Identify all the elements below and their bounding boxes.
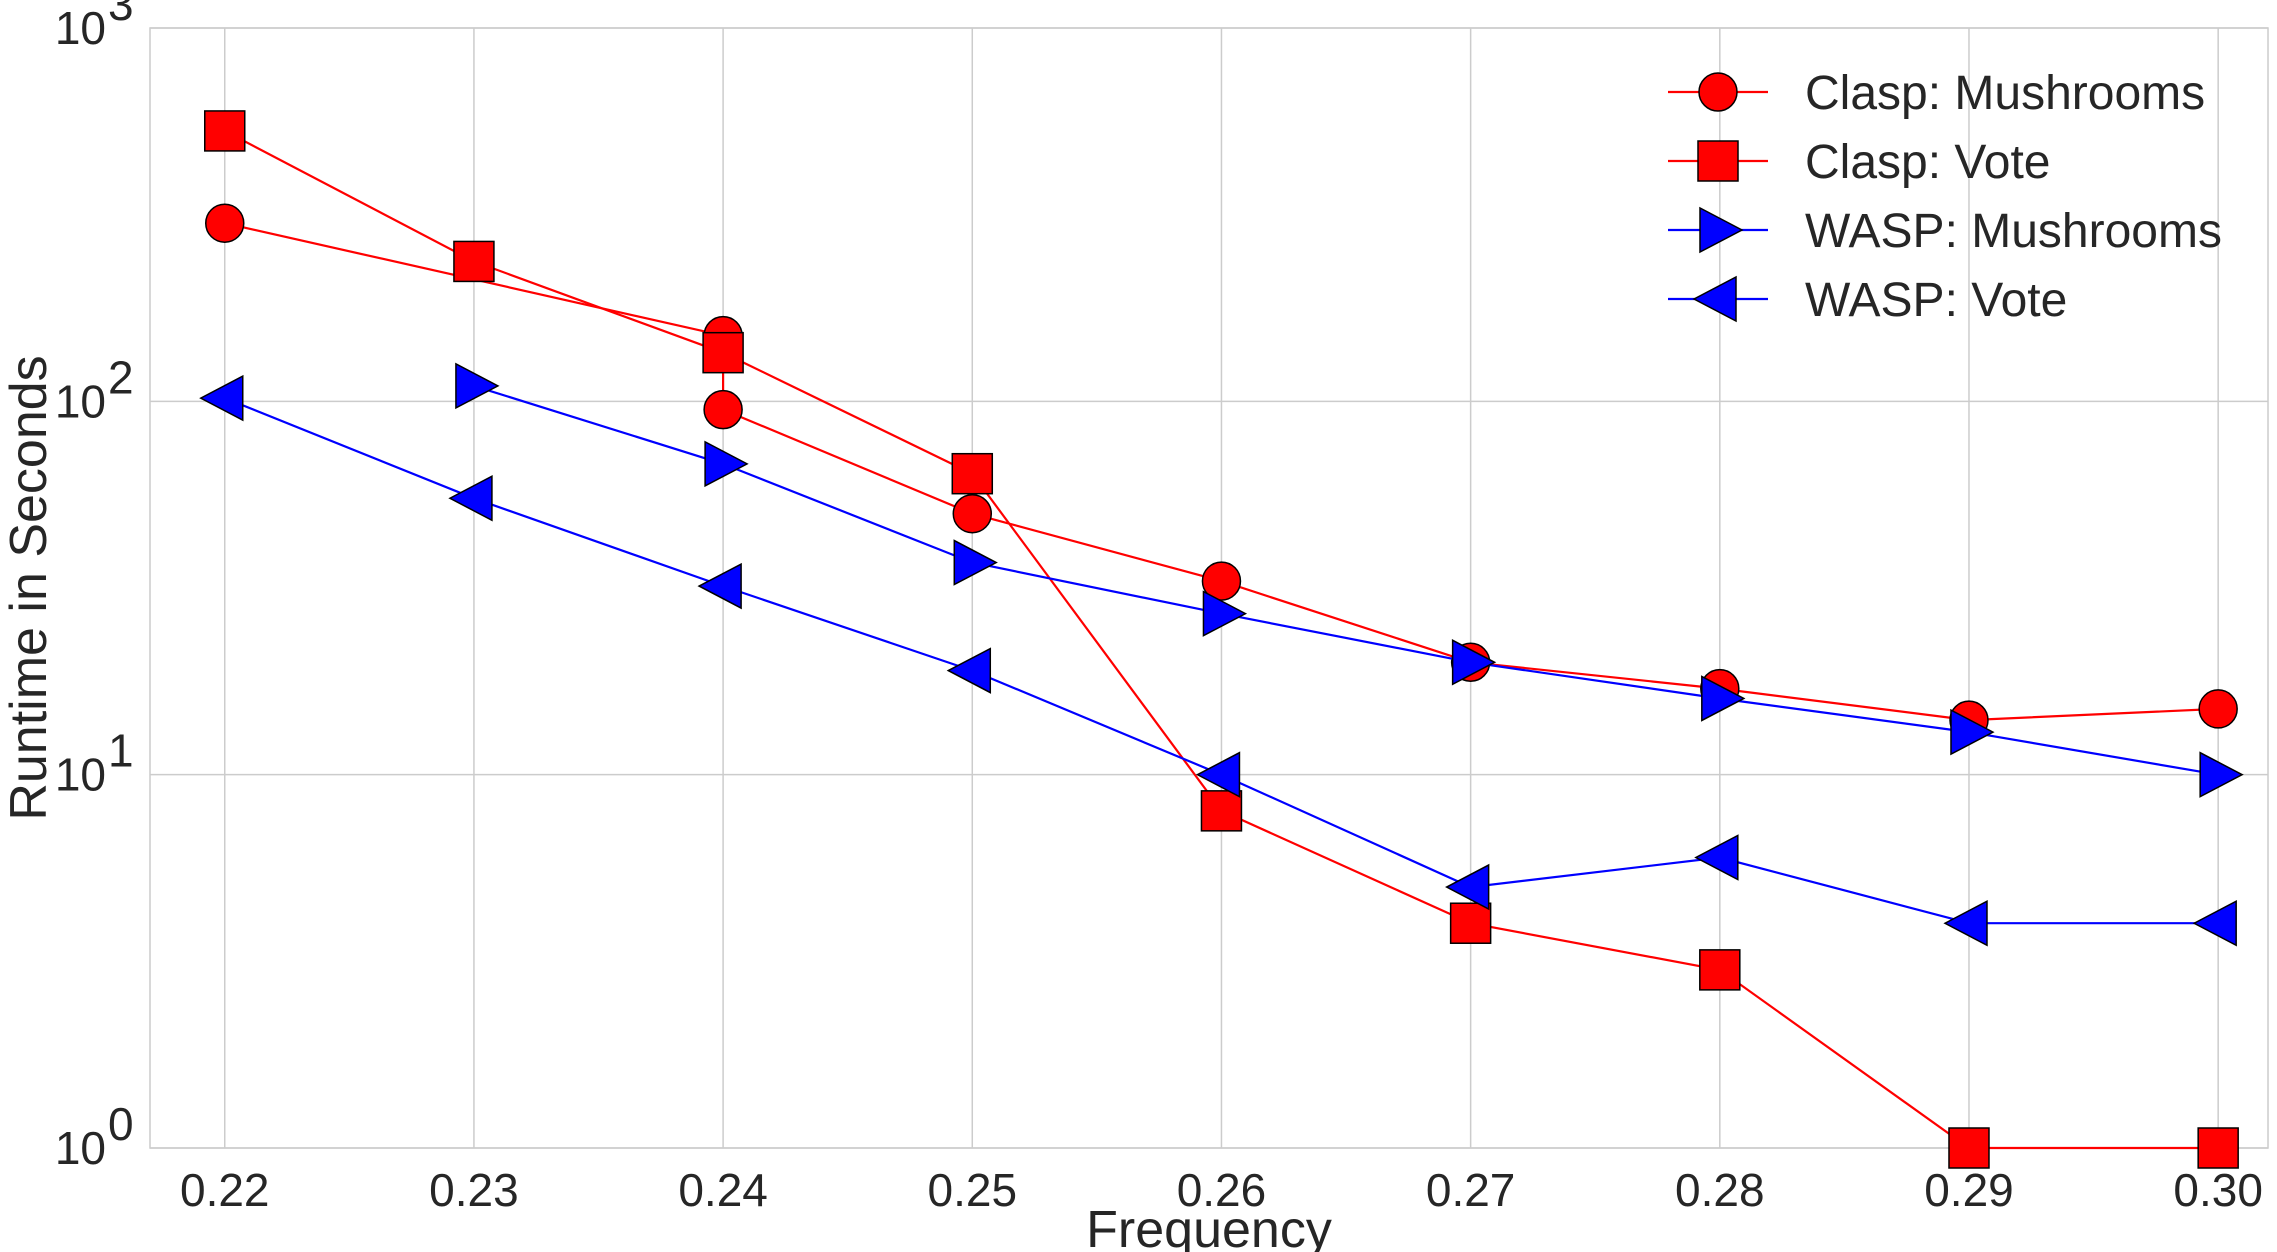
data-point-triangle-left xyxy=(2192,899,2237,947)
legend-item: WASP: Mushrooms xyxy=(1668,205,2222,258)
y-tick-exponent: 3 xyxy=(108,0,134,30)
y-tick-label: 10 xyxy=(55,749,106,801)
y-tick-label: 10 xyxy=(55,2,106,54)
series-line xyxy=(473,384,2219,776)
data-point-square xyxy=(951,452,994,495)
legend-label: WASP: Mushrooms xyxy=(1805,205,2222,258)
data-point-triangle-right xyxy=(2199,751,2244,798)
data-point-triangle-right xyxy=(455,362,500,410)
data-point-square xyxy=(1699,949,1741,991)
plot-frame xyxy=(149,27,2269,1149)
data-point-triangle-right xyxy=(1451,639,1497,686)
x-tick-label: 0.30 xyxy=(2173,1164,2263,1216)
data-point-triangle-right xyxy=(1950,708,1995,756)
legend-item: Clasp: Vote xyxy=(1668,136,2050,189)
x-tick-label: 0.29 xyxy=(1924,1164,2014,1216)
series-1 xyxy=(204,110,2239,1169)
data-point-triangle-left xyxy=(199,374,244,422)
data-point-triangle-right xyxy=(704,440,749,488)
legend-marker xyxy=(1698,72,1738,112)
data-point-square xyxy=(702,331,744,374)
y-axis-label: Runtime in Seconds xyxy=(0,355,58,820)
data-point-circle xyxy=(703,389,743,430)
data-point-square xyxy=(1200,790,1243,832)
y-tick-label: 10 xyxy=(55,375,106,427)
series-3 xyxy=(199,374,2237,947)
x-axis-label: Frequency xyxy=(1086,1201,1332,1252)
data-point-square xyxy=(204,110,246,152)
data-point-triangle-left xyxy=(1943,899,1988,947)
data-point-circle xyxy=(1201,561,1242,601)
legend-item: WASP: Vote xyxy=(1668,274,2067,327)
legend-label: Clasp: Vote xyxy=(1805,136,2050,189)
x-tick-label: 0.26 xyxy=(1177,1164,1267,1216)
data-point-circle xyxy=(205,203,245,243)
x-tick-label: 0.25 xyxy=(928,1164,1018,1216)
data-point-circle xyxy=(952,493,993,534)
data-point-triangle-left xyxy=(1445,863,1490,911)
data-point-square xyxy=(453,240,495,283)
data-point-square xyxy=(1948,1127,1990,1169)
legend-marker xyxy=(1697,140,1739,182)
data-point-triangle-right xyxy=(1701,675,1746,722)
x-tick-label: 0.22 xyxy=(180,1164,270,1216)
data-point-square xyxy=(1449,902,1492,944)
x-tick-label: 0.28 xyxy=(1675,1164,1765,1216)
x-tick-label: 0.24 xyxy=(678,1164,768,1216)
y-tick-exponent: 2 xyxy=(108,351,134,403)
data-point-circle xyxy=(2198,689,2238,729)
legend-item: Clasp: Mushrooms xyxy=(1668,67,2205,120)
data-point-triangle-right xyxy=(953,539,998,586)
x-tick-label: 0.23 xyxy=(429,1164,519,1216)
legend-marker xyxy=(1699,206,1744,254)
legend-label: Clasp: Mushrooms xyxy=(1805,67,2205,120)
data-point-square xyxy=(2197,1127,2239,1169)
data-point-triangle-left xyxy=(448,475,493,522)
data-point-triangle-left xyxy=(1195,751,1241,798)
x-tick-label: 0.27 xyxy=(1426,1164,1516,1216)
y-tick-label: 10 xyxy=(55,1122,106,1174)
legend-marker xyxy=(1692,275,1737,323)
y-tick-exponent: 0 xyxy=(108,1098,134,1150)
y-tick-exponent: 1 xyxy=(108,725,134,777)
data-point-triangle-left xyxy=(697,562,742,610)
series-layer xyxy=(199,110,2244,1169)
data-point-triangle-right xyxy=(1202,590,1248,637)
x-axis-ticks: 0.22 0.23 0.24 0.25 0.26 0.27 0.28 0.29 0.30 xyxy=(180,1164,2263,1216)
legend: Clasp: Mushrooms Clasp: Vote WASP: Mushroo… xyxy=(1668,67,2222,327)
legend-label: WASP: Vote xyxy=(1805,274,2067,327)
data-point-triangle-left xyxy=(946,647,992,694)
data-point-triangle-left xyxy=(1694,834,1739,881)
series-2 xyxy=(455,362,2244,798)
